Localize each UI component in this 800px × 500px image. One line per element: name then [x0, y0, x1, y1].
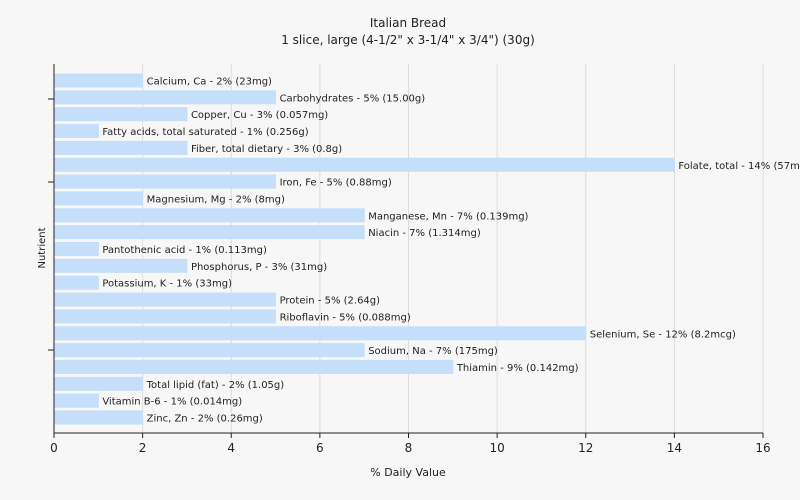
x-axis-label: % Daily Value [370, 466, 446, 479]
x-tick-label: 16 [755, 441, 770, 455]
x-tick-label: 2 [139, 441, 147, 455]
bar [54, 292, 277, 307]
bar-label: Pantothenic acid - 1% (0.113mg) [102, 245, 267, 256]
bar-label: Niacin - 7% (1.314mg) [368, 228, 481, 239]
bar [54, 410, 144, 425]
bar [54, 242, 99, 256]
grid-lines [142, 64, 764, 433]
bar-label: Thiamin - 9% (0.142mg) [456, 363, 579, 374]
y-axis-label: Nutrient [37, 227, 48, 268]
bar-label: Vitamin B-6 - 1% (0.014mg) [102, 397, 242, 408]
bar [54, 90, 277, 105]
bar-label: Manganese, Mn - 7% (0.139mg) [368, 211, 528, 222]
bar [54, 225, 365, 240]
bar-label: Protein - 5% (2.64g) [280, 296, 381, 307]
bar-label: Carbohydrates - 5% (15.00g) [280, 93, 426, 104]
bar-label: Magnesium, Mg - 2% (8mg) [147, 194, 285, 205]
bar [54, 107, 188, 122]
bar-label: Zinc, Zn - 2% (0.26mg) [147, 414, 263, 425]
bar [54, 275, 99, 290]
bar [54, 191, 144, 206]
chart-subtitle: 1 slice, large (4-1/2" x 3-1/4" x 3/4") … [281, 33, 535, 47]
bar-label: Sodium, Na - 7% (175mg) [368, 346, 498, 357]
bar [54, 140, 188, 155]
bars-group: Calcium, Ca - 2% (23mg) Carbohydrates - 5… [54, 73, 800, 425]
bar-label: Iron, Fe - 5% (0.88mg) [280, 178, 392, 189]
x-tick-label: 14 [667, 441, 682, 455]
bar [54, 73, 144, 88]
x-tick-label: 8 [405, 441, 413, 455]
bar-label: Calcium, Ca - 2% (23mg) [147, 77, 272, 88]
bar [54, 124, 99, 139]
bar [54, 258, 188, 273]
x-tick-label: 10 [489, 441, 504, 455]
bar-label: Fatty acids, total saturated - 1% (0.256… [102, 127, 308, 138]
bar [54, 393, 99, 408]
bar-label: Selenium, Se - 12% (8.2mcg) [590, 329, 736, 340]
bar [54, 343, 365, 358]
x-tick-label: 4 [227, 441, 235, 455]
bar [54, 174, 277, 189]
x-tick-label: 12 [578, 441, 593, 455]
bar-label: Potassium, K - 1% (33mg) [102, 279, 232, 290]
bar [54, 157, 675, 172]
bar-label: Total lipid (fat) - 2% (1.05g) [146, 380, 285, 391]
bar [54, 309, 277, 324]
bar-label: Riboflavin - 5% (0.088mg) [280, 312, 411, 323]
chart-title: Italian Bread [370, 16, 446, 30]
bar-label: Folate, total - 14% (57mcg) [678, 161, 800, 172]
bar-label: Copper, Cu - 3% (0.057mg) [191, 110, 328, 121]
bar [54, 326, 587, 341]
bar [54, 208, 365, 223]
axes: 0 2 4 6 8 10 12 14 16 [48, 64, 771, 455]
bar-label: Fiber, total dietary - 3% (0.8g) [191, 144, 342, 155]
bar-label: Phosphorus, P - 3% (31mg) [191, 262, 327, 273]
bar [54, 359, 454, 374]
bar [54, 376, 144, 391]
x-tick-label: 0 [50, 441, 58, 455]
x-tick-label: 6 [316, 441, 324, 455]
